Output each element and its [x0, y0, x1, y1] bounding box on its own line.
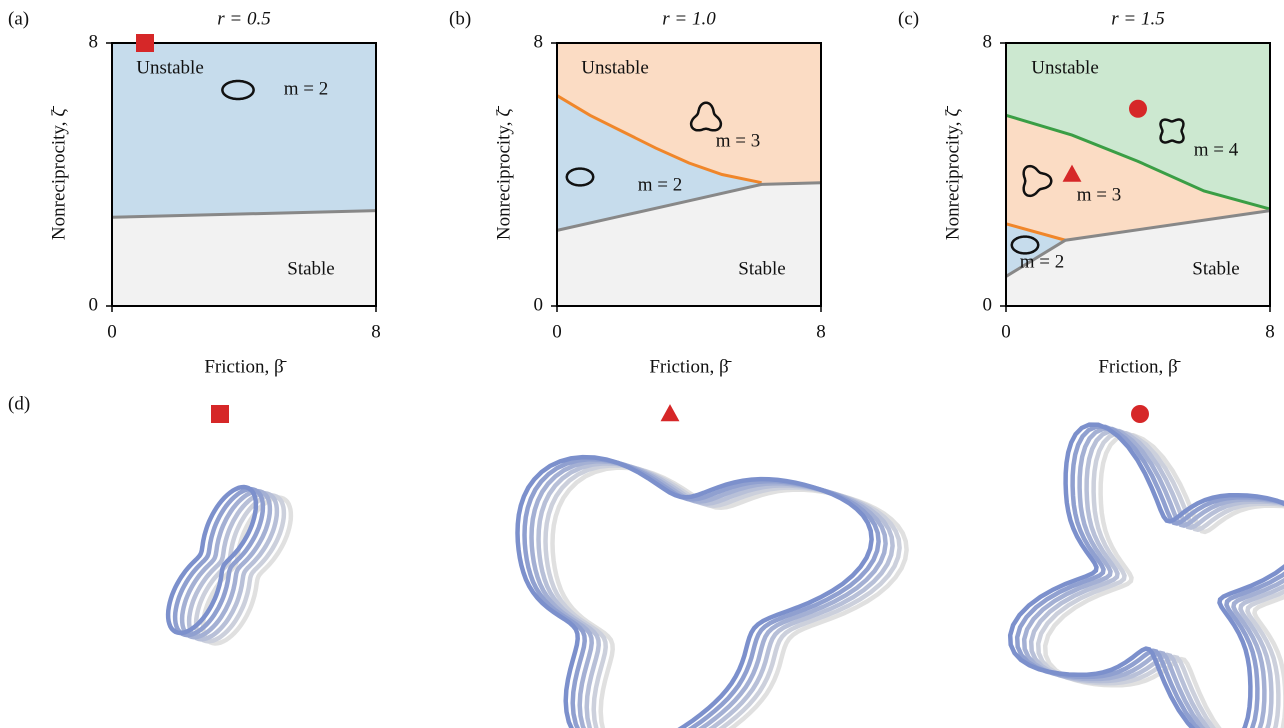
- chart-title: r = 0.5: [217, 8, 270, 29]
- marker: [136, 34, 154, 52]
- annotation: Stable: [1192, 258, 1240, 279]
- x-tick-label: 8: [816, 321, 826, 342]
- snapshot-shape: [518, 457, 872, 728]
- x-tick-label: 0: [552, 321, 562, 342]
- panel-label: (c): [898, 8, 919, 29]
- chart-title: r = 1.0: [662, 8, 716, 29]
- y-axis-label: Nonreciprocity, ζ̄: [493, 106, 514, 240]
- annotation: Stable: [287, 258, 335, 279]
- chart-title: r = 1.5: [1111, 8, 1164, 29]
- y-axis-label: Nonreciprocity, ζ̄: [48, 106, 69, 240]
- x-axis-label: Friction, β̄: [649, 356, 731, 377]
- y-tick-label: 0: [89, 294, 99, 315]
- annotation: Unstable: [136, 57, 204, 78]
- y-tick-label: 8: [534, 31, 544, 52]
- annotation: m = 3: [1077, 184, 1122, 205]
- y-tick-label: 8: [983, 31, 993, 52]
- marker: [211, 405, 229, 423]
- snapshot-shape: [539, 463, 893, 728]
- region-fill: [112, 211, 376, 306]
- y-tick-label: 8: [89, 31, 99, 52]
- annotation: Unstable: [581, 57, 649, 78]
- x-tick-label: 8: [1265, 321, 1275, 342]
- panel-label: (a): [8, 8, 29, 29]
- marker: [1129, 100, 1147, 118]
- y-tick-label: 0: [534, 294, 544, 315]
- x-tick-label: 0: [107, 321, 117, 342]
- panel-label: (d): [8, 393, 30, 414]
- y-axis-label: Nonreciprocity, ζ̄: [942, 106, 963, 240]
- figure: (d) 0 8 0 8 (a) r = 0.5 Friction, β̄ Nonrecipro…: [0, 0, 1284, 728]
- marker: [1131, 405, 1149, 423]
- annotation: Unstable: [1031, 57, 1099, 78]
- annotation: m = 2: [284, 78, 329, 99]
- x-tick-label: 0: [1001, 321, 1011, 342]
- x-axis-label: Friction, β̄: [1098, 356, 1180, 377]
- annotation: m = 3: [716, 130, 761, 151]
- snapshot-shape: [1017, 427, 1284, 728]
- marker: [661, 404, 680, 421]
- annotation: m = 2: [638, 174, 683, 195]
- snapshot-shape: [1024, 429, 1284, 728]
- x-tick-label: 8: [371, 321, 381, 342]
- y-tick-label: 0: [983, 294, 993, 315]
- x-axis-label: Friction, β̄: [204, 356, 286, 377]
- annotation: m = 4: [1194, 139, 1239, 160]
- panel-label: (b): [449, 8, 471, 29]
- annotation: Stable: [738, 258, 786, 279]
